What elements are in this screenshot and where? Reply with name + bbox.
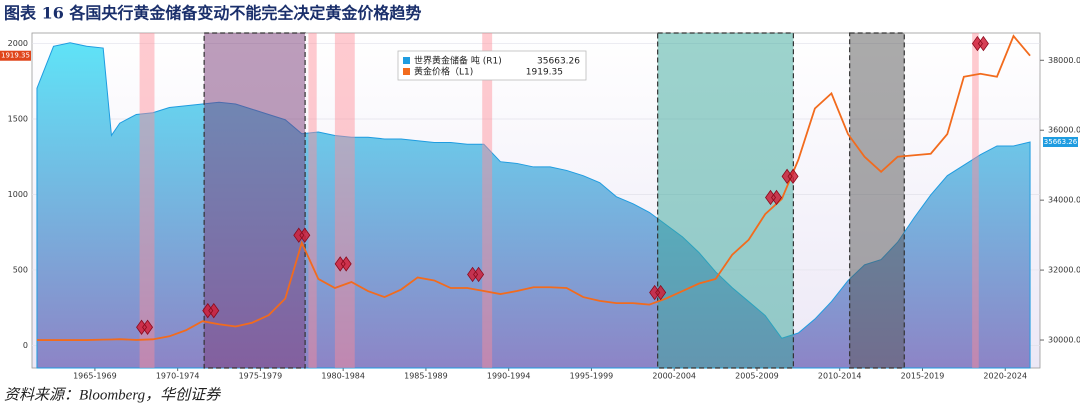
x-tick-label: 1970-1974 (156, 372, 200, 381)
y-tick-label: 2000 (8, 39, 28, 48)
shaded-period (139, 33, 155, 368)
reserve-flag (1043, 136, 1078, 147)
y2-tick-label: 30000.00 (1048, 336, 1080, 345)
price-flag-label: 1919.35 (1, 52, 30, 60)
event-marker (467, 266, 485, 283)
x-tick-label: 2015-2019 (901, 372, 945, 381)
legend: 世界黄金储备 吨 (R1) 35663.26 黄金价格（L1) 1919.35 (397, 50, 587, 81)
legend-label: 黄金价格（L1) (414, 66, 473, 78)
shaded-period (849, 32, 905, 369)
reserve-flag-label: 35663.26 (1044, 138, 1078, 146)
y-tick-label: 1500 (8, 115, 28, 124)
x-tick-label: 1975-1979 (239, 372, 283, 381)
x-tick-label: 1990-1994 (487, 372, 531, 381)
shaded-period (334, 33, 355, 368)
source-note: 资料来源：Bloomberg，华创证券 (4, 386, 221, 403)
x-tick-label: 2020-2024 (983, 372, 1027, 381)
event-marker (202, 302, 220, 319)
event-marker (334, 256, 352, 272)
y2-tick-label: 36000.00 (1048, 126, 1080, 135)
x-tick-label: 1985-1989 (404, 372, 448, 381)
chart-title: 图表 16 各国央行黄金储备变动不能完全决定黄金价格趋势 (4, 4, 421, 23)
y-tick-label: 1000 (8, 190, 28, 199)
shaded-period (308, 33, 317, 368)
event-marker (765, 189, 783, 206)
x-tick-label: 2010-2014 (818, 372, 862, 381)
x-tick-label: 2005-2009 (735, 372, 779, 381)
x-tick-label: 1965-1969 (73, 372, 117, 381)
legend-swatch (403, 57, 410, 64)
event-marker (971, 35, 989, 52)
price-flag (0, 50, 31, 61)
x-tick-label: 1995-1999 (570, 372, 614, 381)
legend-label: 世界黄金储备 吨 (R1) (414, 55, 502, 67)
x-tick-label: 2000-2004 (652, 372, 696, 381)
shaded-period (972, 33, 979, 368)
y-tick-label: 500 (13, 265, 28, 274)
event-marker (136, 319, 154, 335)
price-line (36, 34, 1031, 341)
y2-tick-label: 32000.00 (1048, 266, 1080, 275)
shaded-period (482, 33, 493, 368)
legend-swatch (403, 68, 410, 75)
y2-tick-label: 34000.00 (1048, 196, 1080, 205)
legend-value: 1919.35 (526, 68, 563, 78)
event-marker (649, 284, 667, 301)
legend-value: 35663.26 (537, 57, 580, 67)
legend-box (397, 50, 587, 81)
shaded-period (203, 32, 306, 369)
x-tick-label: 1980-1984 (321, 372, 365, 381)
event-marker (293, 227, 311, 243)
y-tick-label: 0 (23, 341, 28, 350)
y2-tick-label: 38000.00 (1048, 56, 1080, 65)
event-marker (781, 168, 799, 185)
